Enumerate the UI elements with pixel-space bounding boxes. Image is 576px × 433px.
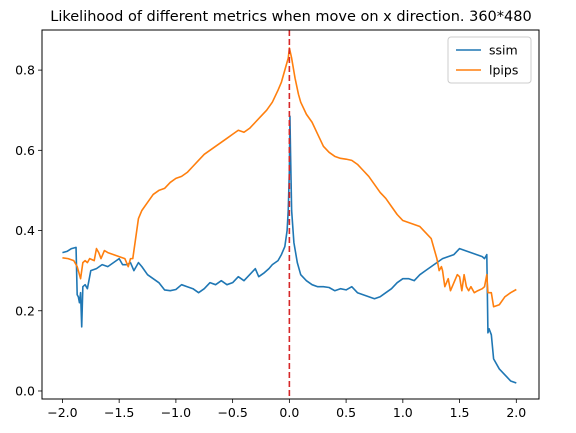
axis-ticks: −2.0 −1.5 −1.0 −0.5 0.0 0.5 1.0 1.5 2.0 0.0 0.2 0.4… <box>15 63 526 420</box>
x-tick-label: −0.5 <box>217 405 247 420</box>
legend-label-ssim: ssim <box>489 43 518 58</box>
legend: ssim lpips <box>447 36 532 84</box>
x-tick-label: −1.0 <box>161 405 191 420</box>
legend-label-lpips: lpips <box>489 63 518 78</box>
axes-frame <box>41 29 540 400</box>
x-tick-label: 1.5 <box>450 405 470 420</box>
x-tick-label: 2.0 <box>506 405 526 420</box>
x-tick-label: −1.5 <box>104 405 134 420</box>
series-line-lpips <box>62 47 517 308</box>
x-tick-label: 0.0 <box>279 405 299 420</box>
chart-title: Likelihood of different metrics when mov… <box>50 9 531 25</box>
plot-area <box>62 30 517 399</box>
y-tick-label: 0.2 <box>15 303 35 318</box>
legend-box <box>447 36 532 84</box>
series-line-ssim <box>62 115 517 384</box>
y-tick-label: 0.8 <box>15 63 35 78</box>
y-tick-label: 0.4 <box>15 223 35 238</box>
x-tick-label: −2.0 <box>47 405 77 420</box>
y-tick-label: 0.6 <box>15 143 35 158</box>
y-tick-label: 0.0 <box>15 383 35 398</box>
x-tick-label: 1.0 <box>393 405 413 420</box>
x-tick-label: 0.5 <box>336 405 356 420</box>
